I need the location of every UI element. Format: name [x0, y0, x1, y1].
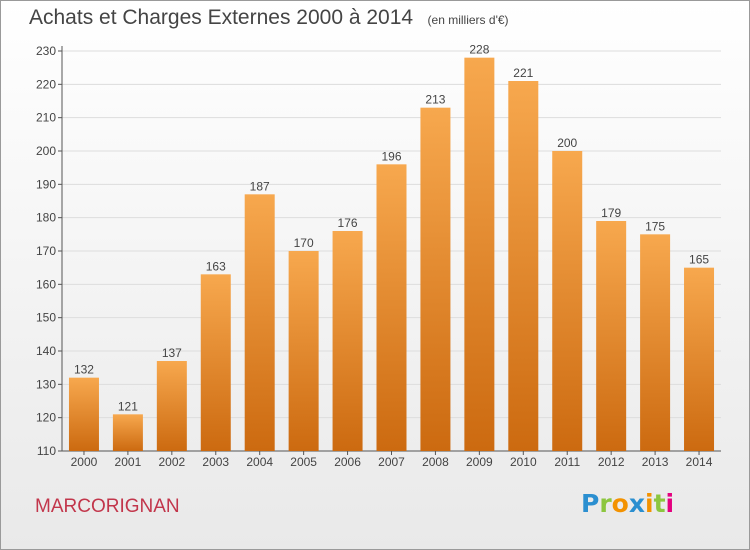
x-tick-label: 2011 — [554, 455, 580, 469]
y-tick-label: 150 — [36, 311, 56, 325]
logo-letter: o — [611, 489, 629, 518]
y-tick-label: 230 — [36, 44, 56, 58]
logo-letter: i — [645, 489, 654, 518]
bar — [288, 251, 319, 451]
x-tick-label: 2012 — [598, 455, 625, 469]
y-tick-label: 180 — [36, 211, 56, 225]
bar — [244, 194, 275, 452]
logo-letter: P — [581, 489, 600, 518]
y-tick-label: 140 — [36, 344, 56, 358]
bar — [464, 57, 495, 452]
logo-letter: i — [665, 489, 675, 518]
bar-value-label: 121 — [118, 399, 138, 413]
y-tick-label: 190 — [36, 177, 56, 191]
bar-value-label: 165 — [689, 253, 709, 267]
bar — [420, 107, 451, 452]
y-tick-label: 130 — [36, 377, 56, 391]
y-tick-label: 170 — [36, 244, 56, 258]
x-tick-label: 2014 — [686, 455, 713, 469]
bar — [200, 274, 231, 451]
bar — [112, 414, 143, 451]
bar — [552, 151, 583, 451]
y-tick-label: 210 — [36, 111, 56, 125]
bar-value-label: 179 — [601, 206, 621, 220]
bar-value-label: 196 — [381, 149, 401, 163]
bar — [596, 221, 627, 451]
bar — [640, 234, 671, 451]
x-tick-label: 2000 — [71, 455, 98, 469]
y-tick-label: 220 — [36, 77, 56, 91]
x-tick-label: 2010 — [510, 455, 537, 469]
x-tick-label: 2002 — [158, 455, 185, 469]
bar — [508, 81, 539, 451]
bar-value-label: 213 — [425, 93, 445, 107]
bar — [332, 231, 363, 451]
commune-name: MARCORIGNAN — [35, 496, 180, 517]
bar — [68, 377, 99, 451]
bar — [684, 267, 715, 451]
bar-value-label: 132 — [74, 363, 94, 377]
bar-value-label: 200 — [557, 136, 577, 150]
bar-value-label: 163 — [206, 259, 226, 273]
x-tick-label: 2004 — [246, 455, 273, 469]
x-tick-label: 2003 — [202, 455, 229, 469]
bar-value-label: 137 — [162, 346, 182, 360]
bar-value-label: 228 — [469, 43, 489, 57]
y-tick-label: 160 — [36, 277, 56, 291]
bar-value-label: 187 — [250, 179, 270, 193]
bar-value-label: 170 — [294, 236, 314, 250]
bar — [376, 164, 407, 452]
x-tick-label: 2006 — [334, 455, 361, 469]
chart-title: Achats et Charges Externes 2000 à 2014 — [29, 6, 414, 29]
bar-value-label: 176 — [338, 216, 358, 230]
chart-title-block: Achats et Charges Externes 2000 à 2014 (… — [29, 6, 509, 30]
x-tick-label: 2013 — [642, 455, 669, 469]
y-tick-label: 200 — [36, 144, 56, 158]
x-tick-label: 2001 — [115, 455, 142, 469]
logo-letter: r — [599, 489, 612, 518]
chart-subtitle: (en milliers d'€) — [427, 13, 509, 27]
x-tick-label: 2007 — [378, 455, 405, 469]
bar-value-label: 175 — [645, 219, 665, 233]
x-tick-label: 2005 — [290, 455, 317, 469]
bar — [156, 361, 187, 451]
proxiti-logo[interactable]: Proxiti — [581, 489, 674, 518]
x-tick-label: 2008 — [422, 455, 449, 469]
logo-letter: x — [628, 489, 645, 518]
y-tick-label: 120 — [36, 411, 56, 425]
bar-value-label: 221 — [513, 66, 533, 80]
logo-letter: t — [653, 489, 666, 518]
x-tick-label: 2009 — [466, 455, 493, 469]
y-tick-label: 110 — [37, 444, 56, 458]
